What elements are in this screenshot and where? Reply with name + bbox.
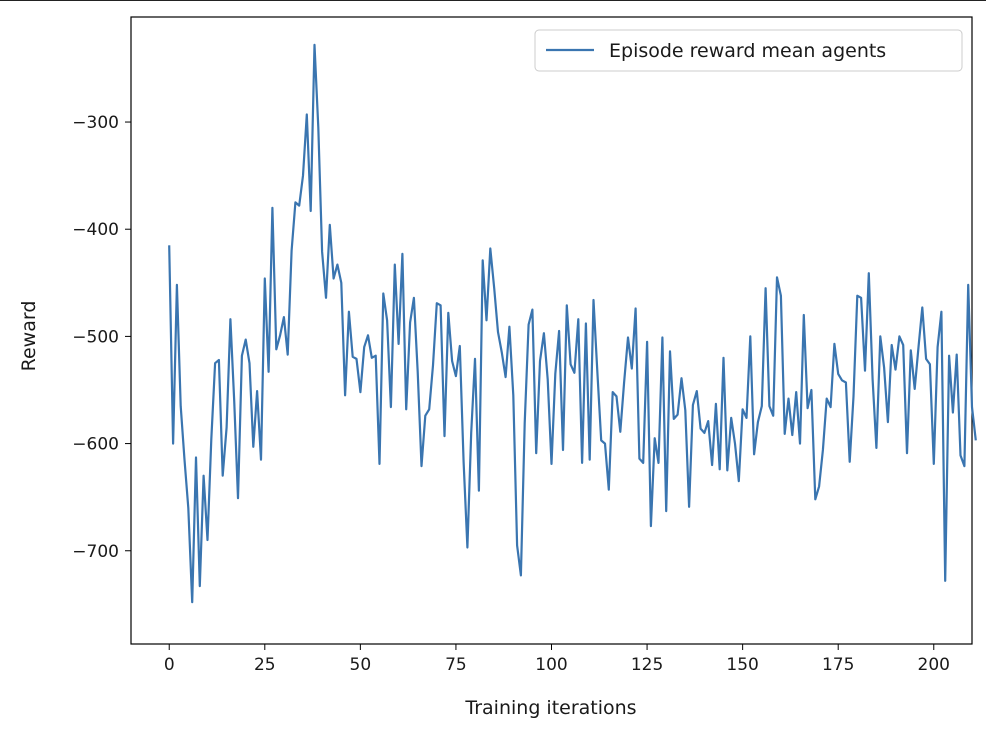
y-axis-label: Reward bbox=[18, 301, 40, 372]
y-tick-label: −600 bbox=[72, 435, 119, 455]
x-tick-label: 25 bbox=[254, 655, 276, 675]
legend-box bbox=[534, 29, 963, 72]
y-tick-label: −400 bbox=[72, 220, 119, 240]
x-tick-label: 150 bbox=[726, 655, 758, 675]
x-tick-label: 75 bbox=[445, 655, 467, 675]
x-tick-label: 200 bbox=[918, 655, 950, 675]
x-tick-label: 175 bbox=[822, 655, 854, 675]
x-tick-label: 100 bbox=[535, 655, 567, 675]
series-line-episode-reward bbox=[168, 43, 977, 604]
plot-frame bbox=[130, 16, 973, 645]
legend: Episode reward mean agents bbox=[534, 29, 963, 72]
x-tick-label: 50 bbox=[350, 655, 372, 675]
y-tick-label: −500 bbox=[72, 327, 119, 347]
top-border bbox=[0, 0, 986, 1]
y-axis: −700 −600 −500 −400 −300 bbox=[72, 113, 131, 562]
legend-label: Episode reward mean agents bbox=[609, 40, 886, 62]
x-axis-label: Training iterations bbox=[464, 697, 636, 719]
y-tick-label: −700 bbox=[72, 542, 119, 562]
y-tick-label: −300 bbox=[72, 113, 119, 133]
x-tick-label: 125 bbox=[631, 655, 663, 675]
x-tick-label: 0 bbox=[164, 655, 175, 675]
x-axis: 0 25 50 75 100 125 150 175 200 bbox=[164, 644, 950, 675]
